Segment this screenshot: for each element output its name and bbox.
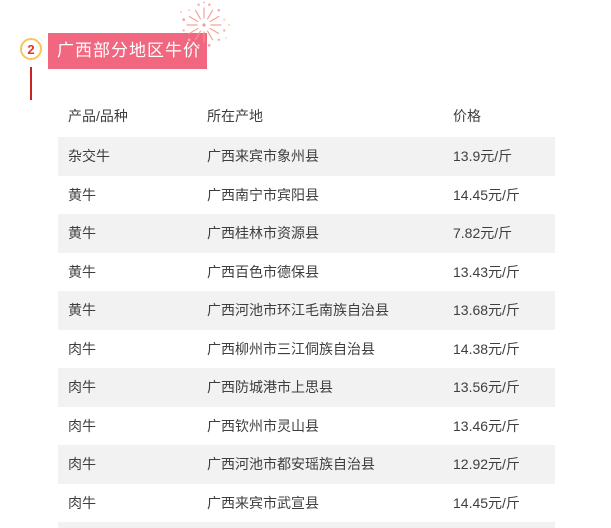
column-header-price: 价格 [453, 108, 481, 124]
table-row: 肉牛 广西防城港市上思县 13.56元/斤 [58, 368, 555, 407]
table-header: 产品/品种 所在产地 价格 [58, 95, 555, 137]
table-header-row: 产品/品种 所在产地 价格 [58, 95, 555, 137]
cell-price: 13.68元/斤 [453, 302, 520, 319]
cell-product: 黄牛 [68, 263, 96, 280]
cell-product: 黄牛 [68, 302, 96, 319]
column-header-origin: 所在产地 [207, 108, 263, 124]
column-header-product: 产品/品种 [68, 108, 128, 124]
table-body: 杂交牛 广西来宾市象州县 13.9元/斤 黄牛 广西南宁市宾阳县 14.45元/斤 黄牛 广西… [58, 137, 555, 528]
cell-price: 13.46元/斤 [453, 417, 520, 434]
cell-product: 肉牛 [68, 417, 96, 434]
table-row: 肉牛 广西柳州市三江侗族自治县 14.38元/斤 [58, 330, 555, 369]
cell-product: 黄牛 [68, 186, 96, 203]
cell-product: 黄牛 [68, 225, 96, 242]
connector-line [30, 67, 32, 100]
firework-icon [180, 1, 230, 47]
table-row: 肉牛 广西钦州市灵山县 13.46元/斤 [58, 407, 555, 446]
price-table: 产品/品种 所在产地 价格 杂交牛 广西来宾市象州县 13.9元/斤黄牛 广西南宁市宾… [58, 95, 555, 528]
cell-price: 14.38元/斤 [453, 340, 520, 357]
cell-origin: 广西河池市环江毛南族自治县 [207, 302, 389, 319]
cell-origin: 广西百色市德保县 [207, 263, 319, 280]
cell-product: 肉牛 [68, 456, 96, 473]
cell-price: 13.9元/斤 [453, 148, 513, 165]
cell-product: 肉牛 [68, 379, 96, 396]
section-title-banner: 广西部分地区牛价 [48, 33, 207, 69]
section-title: 广西部分地区牛价 [57, 41, 201, 60]
cell-price: 14.45元/斤 [453, 494, 520, 511]
cell-price: 7.82元/斤 [453, 225, 513, 242]
cell-origin: 广西南宁市宾阳县 [207, 186, 319, 203]
cell-origin: 广西来宾市武宣县 [207, 494, 319, 511]
cell-origin: 广西桂林市资源县 [207, 225, 319, 242]
cell-product: 杂交牛 [68, 148, 110, 165]
table-row: 黄牛 广西桂林市资源县 7.82元/斤 [58, 214, 555, 253]
cell-origin: 广西钦州市灵山县 [207, 417, 319, 434]
table-row: 肉牛 广西河池市都安瑶族自治县 12.92元/斤 [58, 445, 555, 484]
table-row: 肉牛 广西来宾市武宣县 14.45元/斤 [58, 484, 555, 523]
cell-price: 12.92元/斤 [453, 456, 520, 473]
table-row: 杂交牛 广西来宾市象州县 13.9元/斤 [58, 137, 555, 176]
cell-origin: 广西来宾市象州县 [207, 148, 319, 165]
cell-price: 13.56元/斤 [453, 379, 520, 396]
cell-origin: 广西柳州市三江侗族自治县 [207, 340, 375, 357]
cell-price: 14.45元/斤 [453, 186, 520, 203]
cell-price: 13.43元/斤 [453, 263, 520, 280]
table-row: 黄牛 广西百色市德保县 13.43元/斤 [58, 253, 555, 292]
cell-product: 肉牛 [68, 494, 96, 511]
cell-origin: 广西河池市都安瑶族自治县 [207, 456, 375, 473]
cell-product: 肉牛 [68, 340, 96, 357]
table-row: 黄牛 广西南宁市宾阳县 14.45元/斤 [58, 176, 555, 215]
table-row: 黄牛 广西河池市环江毛南族自治县 13.68元/斤 [58, 291, 555, 330]
section-number: 2 [27, 41, 35, 57]
cell-origin: 广西防城港市上思县 [207, 379, 333, 396]
section-number-badge: 2 [20, 38, 42, 60]
